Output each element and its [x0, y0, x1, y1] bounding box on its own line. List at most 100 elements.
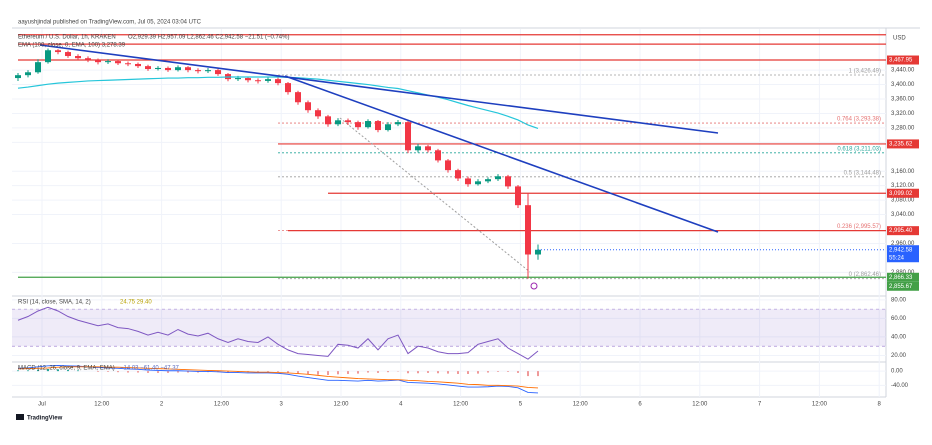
fib-label: 0.236 (2,995.57)	[837, 224, 881, 230]
rsi-readout: 24.75 29.40	[120, 300, 152, 306]
candle-body	[475, 181, 481, 185]
macd-histogram-bar	[97, 371, 99, 372]
candle-body	[385, 124, 391, 131]
candle-body	[345, 120, 351, 123]
candle-body	[155, 67, 161, 70]
macd-histogram-bar	[347, 371, 349, 374]
candle-body	[245, 78, 251, 81]
price-box	[887, 188, 919, 198]
macd-histogram-bar	[257, 371, 259, 372]
countdown: 55:24	[889, 255, 905, 261]
y-tick-label: 3,280.00	[891, 125, 915, 131]
candle-body	[165, 67, 171, 71]
candle-body	[25, 72, 31, 76]
x-tick-label: 8	[878, 402, 882, 408]
macd-histogram-bar	[167, 371, 169, 373]
macd-histogram-bar	[67, 370, 69, 372]
macd-line	[17, 364, 539, 394]
y-tick-label: 3,320.00	[891, 111, 915, 117]
candle-body	[145, 66, 151, 70]
macd-histogram-bar	[487, 371, 489, 373]
candle-body	[375, 121, 381, 131]
candle-body	[175, 67, 181, 71]
macd-histogram-bar	[367, 371, 369, 373]
macd-histogram-bar	[417, 371, 419, 374]
macd-histogram-bar	[157, 371, 159, 373]
macd-histogram-bar	[227, 371, 229, 373]
macd-histogram-bar	[297, 371, 299, 374]
macd-histogram-bar	[497, 371, 499, 372]
candle-body	[465, 178, 471, 185]
candle-body	[535, 249, 541, 255]
price-box-label: 3,099.02	[889, 191, 913, 197]
x-tick-label: Jul	[38, 402, 46, 408]
trendline	[39, 44, 719, 134]
candle-body	[215, 70, 221, 75]
rsi-band	[12, 309, 886, 347]
macd-histogram-bar	[147, 371, 149, 373]
candle-body	[505, 176, 511, 187]
candle-body	[35, 62, 41, 73]
macd-histogram-bar	[277, 371, 279, 372]
candle-body	[415, 146, 421, 151]
candle-body	[515, 186, 521, 206]
macd-histogram-bar	[467, 371, 469, 374]
x-tick-label: 5	[519, 402, 523, 408]
axes: Jul 12:00 2 12:00 3 12:00 4 12:00 5 12:00 6 12:00 7 1…	[18, 35, 919, 408]
currency: USD	[893, 36, 906, 42]
macd-histogram-bar	[107, 371, 109, 372]
rsi-title: RSI (14, close, SMA, 14, 2)	[18, 300, 91, 306]
macd-histogram-bar	[437, 371, 439, 374]
y-tick-label: 3,360.00	[891, 97, 915, 103]
x-tick-label: 12:00	[214, 402, 230, 408]
price-box-label: 2,866.33	[889, 275, 913, 281]
candle-body	[75, 56, 81, 59]
macd-histogram-bar	[27, 370, 29, 372]
x-tick-label: 12:00	[573, 402, 589, 408]
x-tick-label: 2	[160, 402, 164, 408]
candles	[15, 48, 886, 279]
marker	[530, 282, 538, 290]
candle-body	[15, 75, 21, 79]
macd-histogram-bar	[17, 370, 19, 372]
y-tick-label: 60.00	[891, 316, 907, 322]
macd-histogram-bar	[57, 369, 59, 372]
candle-body	[325, 116, 331, 125]
last-price-label: 2,942.58	[889, 247, 913, 253]
macd-histogram-bar	[477, 371, 479, 374]
price-box	[887, 55, 919, 65]
candle-body	[295, 92, 301, 103]
candle-body	[315, 110, 321, 117]
publisher: aayushjindal published on TradingView.co…	[18, 20, 202, 26]
candle-body	[435, 150, 441, 161]
trendline	[284, 75, 719, 233]
candle-body	[125, 63, 131, 65]
rsi-line	[17, 306, 539, 360]
indicators	[12, 306, 886, 394]
y-tick-label: 3,400.00	[891, 82, 915, 88]
candle-body	[195, 70, 201, 72]
price-box	[887, 139, 919, 149]
macd-histogram-bar	[457, 371, 459, 374]
ema-line	[17, 76, 539, 130]
macd-histogram-bar	[357, 371, 359, 374]
macd-histogram-bar	[137, 371, 139, 373]
macd-histogram-bar	[177, 371, 179, 373]
x-tick-label: 4	[399, 402, 403, 408]
macd-line	[17, 366, 539, 389]
y-tick-label: 40.00	[891, 334, 907, 340]
x-tick-label: 6	[638, 402, 642, 408]
macd-histogram-bar	[47, 368, 49, 372]
macd-histogram-bar	[507, 371, 509, 372]
candle-body	[205, 70, 211, 72]
macd-histogram-bar	[327, 371, 329, 376]
x-tick-label: 12:00	[333, 402, 349, 408]
x-tick-label: 12:00	[94, 402, 110, 408]
x-tick-label: 7	[758, 402, 762, 408]
macd-histogram-bar	[127, 371, 129, 373]
macd-histogram-bar	[37, 369, 39, 372]
candle-body	[115, 61, 121, 64]
y-tick-label: 20.00	[891, 353, 907, 359]
